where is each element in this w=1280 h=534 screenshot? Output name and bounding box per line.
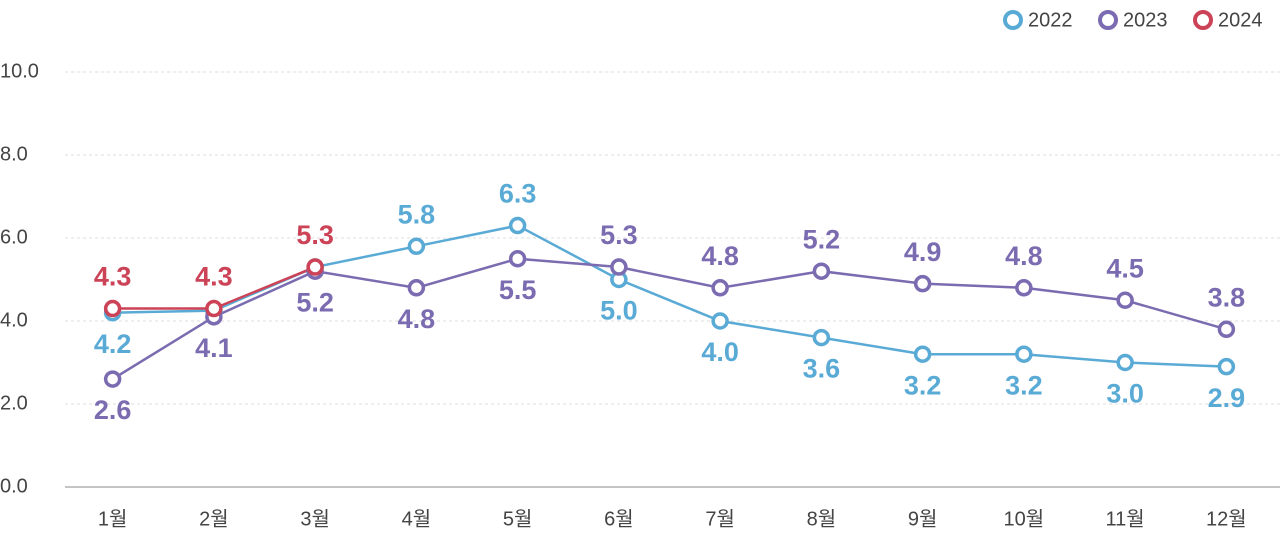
y-tick-label: 4.0 <box>0 309 28 331</box>
y-tick-label: 6.0 <box>0 226 28 248</box>
legend-label: 2024 <box>1218 9 1263 31</box>
x-tick-label: 12월 <box>1206 507 1247 530</box>
data-label: 5.2 <box>296 287 334 317</box>
point-marker <box>508 216 527 235</box>
x-tick-label: 8월 <box>807 507 837 530</box>
point-marker <box>913 345 932 363</box>
point-marker <box>1217 320 1236 339</box>
data-label: 4.2 <box>94 329 132 359</box>
data-label: 2.9 <box>1208 383 1246 413</box>
point-marker <box>205 299 223 318</box>
point-marker <box>103 370 122 388</box>
series-line <box>112 224 1227 368</box>
data-label: 4.8 <box>398 304 436 334</box>
point-marker <box>1116 353 1134 372</box>
x-tick-label: 10월 <box>1004 507 1045 530</box>
data-label: 4.0 <box>701 337 739 367</box>
data-label: 5.3 <box>296 220 334 250</box>
point-marker <box>1015 345 1033 363</box>
data-label: 3.6 <box>803 354 841 384</box>
point-marker <box>711 279 729 297</box>
data-label: 4.5 <box>1106 253 1144 283</box>
x-tick-label: 9월 <box>908 507 938 530</box>
x-tick-label: 11월 <box>1106 507 1145 530</box>
data-label: 5.0 <box>600 296 638 326</box>
legend-marker <box>1098 10 1118 30</box>
point-marker <box>610 258 628 276</box>
legend-marker <box>1193 10 1213 30</box>
x-tick-label: 7월 <box>705 507 735 530</box>
y-tick-label: 8.0 <box>0 143 28 165</box>
data-label: 4.3 <box>195 262 233 292</box>
data-label: 4.9 <box>904 237 942 267</box>
x-tick-label: 6월 <box>604 507 634 530</box>
legend-label: 2022 <box>1028 9 1073 31</box>
x-tick-label: 1월 <box>98 507 128 530</box>
x-tick-label: 5월 <box>503 507 533 530</box>
data-label: 3.2 <box>904 370 942 400</box>
point-marker <box>812 262 831 280</box>
data-label: 4.8 <box>1005 241 1043 271</box>
legend-label: 2023 <box>1123 9 1168 31</box>
data-label: 3.8 <box>1208 282 1246 312</box>
x-tick-label: 2월 <box>199 507 229 530</box>
point-marker <box>103 299 122 318</box>
data-label: 6.3 <box>499 179 537 209</box>
point-marker <box>913 274 932 293</box>
data-label: 4.1 <box>195 333 233 363</box>
data-label: 3.2 <box>1005 370 1043 400</box>
point-marker <box>812 328 831 347</box>
y-tick-label: 10.0 <box>0 60 39 82</box>
data-label: 5.8 <box>398 199 436 229</box>
data-label: 5.2 <box>803 224 841 254</box>
point-marker <box>1217 357 1236 376</box>
point-marker <box>306 258 324 276</box>
x-tick-label: 3월 <box>300 507 330 530</box>
y-tick-label: 2.0 <box>0 392 28 414</box>
point-marker <box>1015 279 1033 297</box>
data-label: 2.6 <box>94 395 132 425</box>
data-label: 5.5 <box>499 275 537 305</box>
point-marker <box>711 312 729 330</box>
data-label: 4.3 <box>94 262 132 292</box>
point-marker <box>407 237 426 256</box>
data-label: 4.8 <box>701 241 739 271</box>
point-marker <box>407 279 426 297</box>
data-label: 5.3 <box>600 220 638 250</box>
legend-marker <box>1003 10 1023 30</box>
series-line <box>111 257 1227 381</box>
y-tick-label: 0.0 <box>0 475 28 497</box>
x-tick-label: 4월 <box>402 507 432 530</box>
data-label: 3.0 <box>1106 379 1144 409</box>
point-marker <box>1116 291 1134 309</box>
point-marker <box>508 250 527 268</box>
